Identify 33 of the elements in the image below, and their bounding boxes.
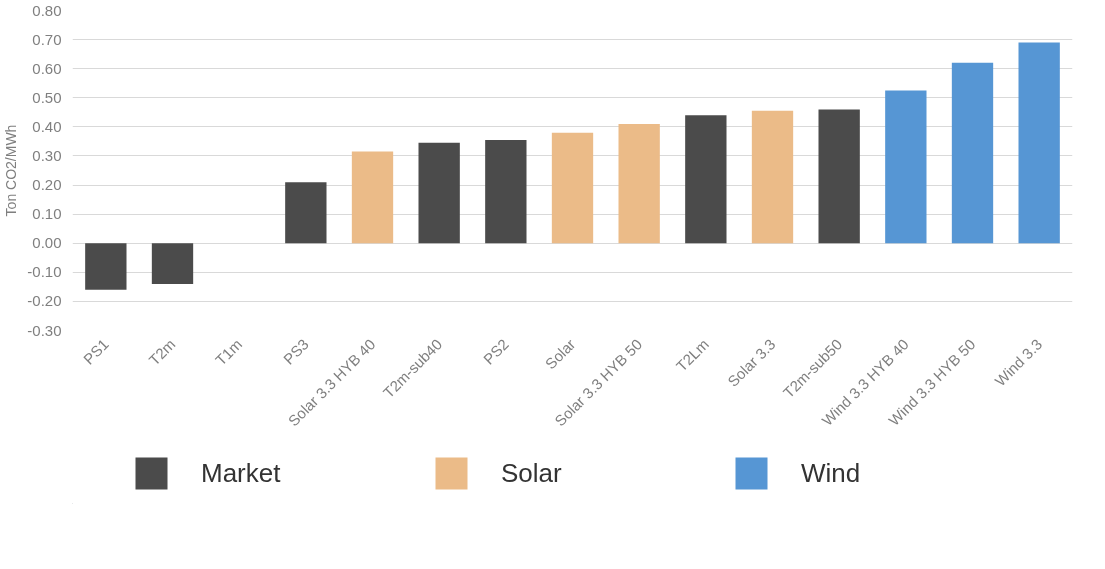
bar bbox=[818, 109, 860, 244]
y-tick-label: 0.40 bbox=[32, 117, 62, 135]
y-tick-label: 0.30 bbox=[32, 146, 62, 164]
y-tick-label: 0.10 bbox=[32, 205, 62, 223]
legend-label: Solar bbox=[501, 457, 563, 489]
bar bbox=[151, 243, 194, 284]
bar bbox=[85, 243, 127, 290]
x-tick-label: T1m bbox=[211, 335, 246, 369]
bar bbox=[751, 110, 794, 244]
y-tick-label: -0.30 bbox=[27, 321, 62, 339]
y-tick-label: 0.80 bbox=[32, 1, 62, 19]
bar bbox=[685, 115, 727, 244]
y-axis-title: Ton CO2/MWh bbox=[3, 124, 20, 217]
y-tick-label: -0.20 bbox=[27, 292, 62, 310]
y-tick-label: 0.50 bbox=[32, 88, 62, 106]
bar bbox=[551, 132, 594, 244]
bar bbox=[485, 139, 527, 244]
bar bbox=[951, 62, 994, 244]
bar bbox=[885, 90, 927, 244]
bar bbox=[351, 151, 394, 244]
bar bbox=[418, 142, 460, 244]
x-tick-label: T2m bbox=[145, 335, 179, 369]
legend-label: Wind bbox=[801, 457, 862, 489]
bar bbox=[285, 182, 327, 244]
y-tick-label: 0.70 bbox=[32, 30, 62, 48]
y-tick-label: 0.20 bbox=[32, 176, 62, 194]
y-tick-label: 0.60 bbox=[32, 59, 62, 77]
bar bbox=[618, 123, 660, 244]
y-tick-label: 0.00 bbox=[32, 234, 62, 252]
bar bbox=[1018, 42, 1060, 244]
x-tick-label: PS1 bbox=[79, 335, 112, 368]
legend-label: Market bbox=[201, 457, 282, 489]
y-tick-label: -0.10 bbox=[27, 263, 62, 281]
